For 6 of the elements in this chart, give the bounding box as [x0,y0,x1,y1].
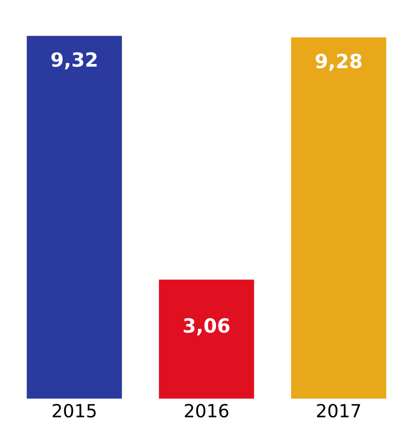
data-label: 9,32 [51,52,97,70]
data-label: 3,06 [184,318,230,336]
x-tick-label: 2017 [317,404,360,418]
x-tick-label: 2016 [184,404,228,418]
x-tick-label: 2015 [52,404,96,418]
data-label: 9,28 [316,54,362,71]
